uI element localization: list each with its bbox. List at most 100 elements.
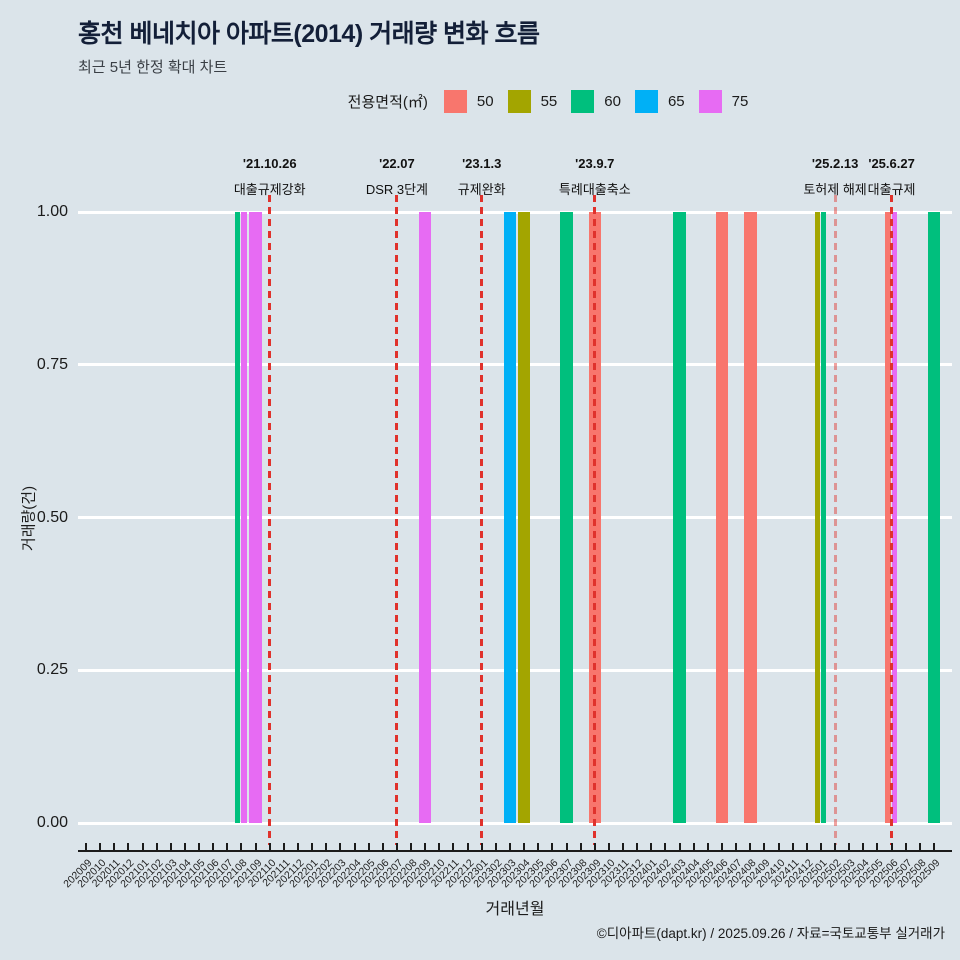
event-label: 대출규제 <box>867 182 916 197</box>
x-tick <box>480 843 483 850</box>
y-gridline <box>78 668 952 672</box>
x-tick <box>169 843 172 850</box>
x-tick <box>749 843 752 850</box>
bar-202307-60 <box>560 212 573 823</box>
y-axis-title: 거래량(건) <box>20 485 38 552</box>
x-tick <box>523 843 526 850</box>
legend-item-60: 60 <box>571 90 621 113</box>
bar-202408-50 <box>743 212 757 823</box>
x-tick-label: 202102 <box>131 857 166 891</box>
x-tick <box>452 843 455 850</box>
x-tick-label: 202009 <box>61 857 95 891</box>
x-tick-label: 202010 <box>75 857 109 891</box>
x-tick-label: 202202 <box>301 857 335 891</box>
x-tick <box>904 843 907 850</box>
x-tick <box>494 843 497 850</box>
x-tick-label: 202404 <box>668 857 703 891</box>
x-tick <box>805 843 808 850</box>
legend-swatch-75 <box>698 90 722 113</box>
event-line <box>395 195 399 845</box>
x-tick-label: 202105 <box>174 857 208 891</box>
x-tick-label: 202303 <box>485 857 519 891</box>
event-date: '25.2.13 <box>811 156 859 171</box>
x-tick <box>763 843 766 850</box>
y-tick-label: 0.00 <box>36 814 68 831</box>
x-tick <box>650 843 653 850</box>
x-tick-label: 202405 <box>683 857 717 891</box>
x-tick-label: 202305 <box>513 857 547 891</box>
x-tick <box>636 843 639 850</box>
x-tick-label: 202107 <box>202 857 236 891</box>
y-tick-label: 1.00 <box>36 203 68 220</box>
x-tick-label: 202401 <box>626 857 660 891</box>
x-tick <box>99 843 102 850</box>
x-tick-label: 202101 <box>117 857 152 891</box>
bar-202209-75 <box>418 212 432 823</box>
x-tick-label: 202312 <box>612 857 646 891</box>
x-tick-label: 202011 <box>90 857 123 890</box>
x-tick-label: 202203 <box>315 857 349 891</box>
x-tick-label: 202211 <box>429 857 462 890</box>
x-tick-label: 202308 <box>555 857 590 891</box>
legend-label: 50 <box>476 93 494 110</box>
x-tick <box>579 843 582 850</box>
x-tick-label: 202304 <box>499 857 533 891</box>
bar-202506-75 <box>891 212 897 823</box>
x-tick-label: 202302 <box>471 857 505 891</box>
legend-title: 전용면적(㎡) <box>347 94 428 111</box>
x-tick-label: 202412 <box>782 857 816 891</box>
x-tick-label: 202104 <box>160 857 194 891</box>
x-tick <box>735 843 738 850</box>
x-tick <box>509 843 511 850</box>
x-tick-label: 202210 <box>414 857 448 891</box>
x-tick <box>325 843 328 850</box>
y-gridline <box>78 210 952 214</box>
x-tick <box>537 843 540 850</box>
x-tick-label: 202409 <box>739 857 773 891</box>
x-tick <box>862 843 865 850</box>
event-line <box>480 195 484 845</box>
page-subtitle: 최근 5년 한정 확대 차트 <box>78 59 228 76</box>
x-tick-label: 202110 <box>245 857 279 890</box>
x-tick-label: 202403 <box>654 857 689 891</box>
event-line <box>593 195 597 845</box>
y-gridline <box>78 821 952 825</box>
x-tick <box>692 843 695 850</box>
x-tick <box>706 843 709 850</box>
event-date: '25.6.27 <box>868 156 915 171</box>
x-tick <box>876 843 879 850</box>
event-line <box>890 195 894 845</box>
bar-202109-75 <box>249 212 262 823</box>
x-tick <box>240 843 243 850</box>
legend-item-55: 55 <box>507 90 558 113</box>
x-tick <box>127 843 130 850</box>
legend-label: 55 <box>540 93 558 110</box>
x-tick <box>593 843 596 850</box>
legend: 전용면적(㎡) 50 55 60 65 75 <box>0 90 960 113</box>
legend-swatch-65 <box>634 90 658 113</box>
x-tick-label: 202205 <box>343 857 378 891</box>
x-tick-label: 202507 <box>880 857 915 891</box>
x-tick <box>848 843 851 850</box>
event-label: 대출규제강화 <box>233 182 306 197</box>
x-tick-label: 202406 <box>697 857 731 891</box>
x-tick-label: 202407 <box>711 857 745 891</box>
x-tick <box>607 843 610 850</box>
x-tick <box>113 843 116 850</box>
x-tick <box>438 843 441 850</box>
x-tick <box>819 843 822 850</box>
x-tick <box>791 843 794 850</box>
x-tick <box>282 843 285 850</box>
legend-swatch-60 <box>571 90 595 113</box>
bar-202501-55 <box>814 212 820 823</box>
event-label: 토허제 해제 <box>803 182 867 197</box>
legend-label: 60 <box>604 93 621 110</box>
x-tick <box>424 843 427 850</box>
page-title: 홍천 베네치아 아파트(2014) 거래량 변화 흐름 <box>78 20 540 48</box>
x-axis-title: 거래년월 <box>485 901 545 918</box>
x-tick <box>226 843 229 850</box>
x-tick <box>678 843 681 850</box>
x-tick-label: 202505 <box>852 857 886 891</box>
x-tick <box>381 843 384 850</box>
event-label: DSR 3단계 <box>365 182 429 197</box>
